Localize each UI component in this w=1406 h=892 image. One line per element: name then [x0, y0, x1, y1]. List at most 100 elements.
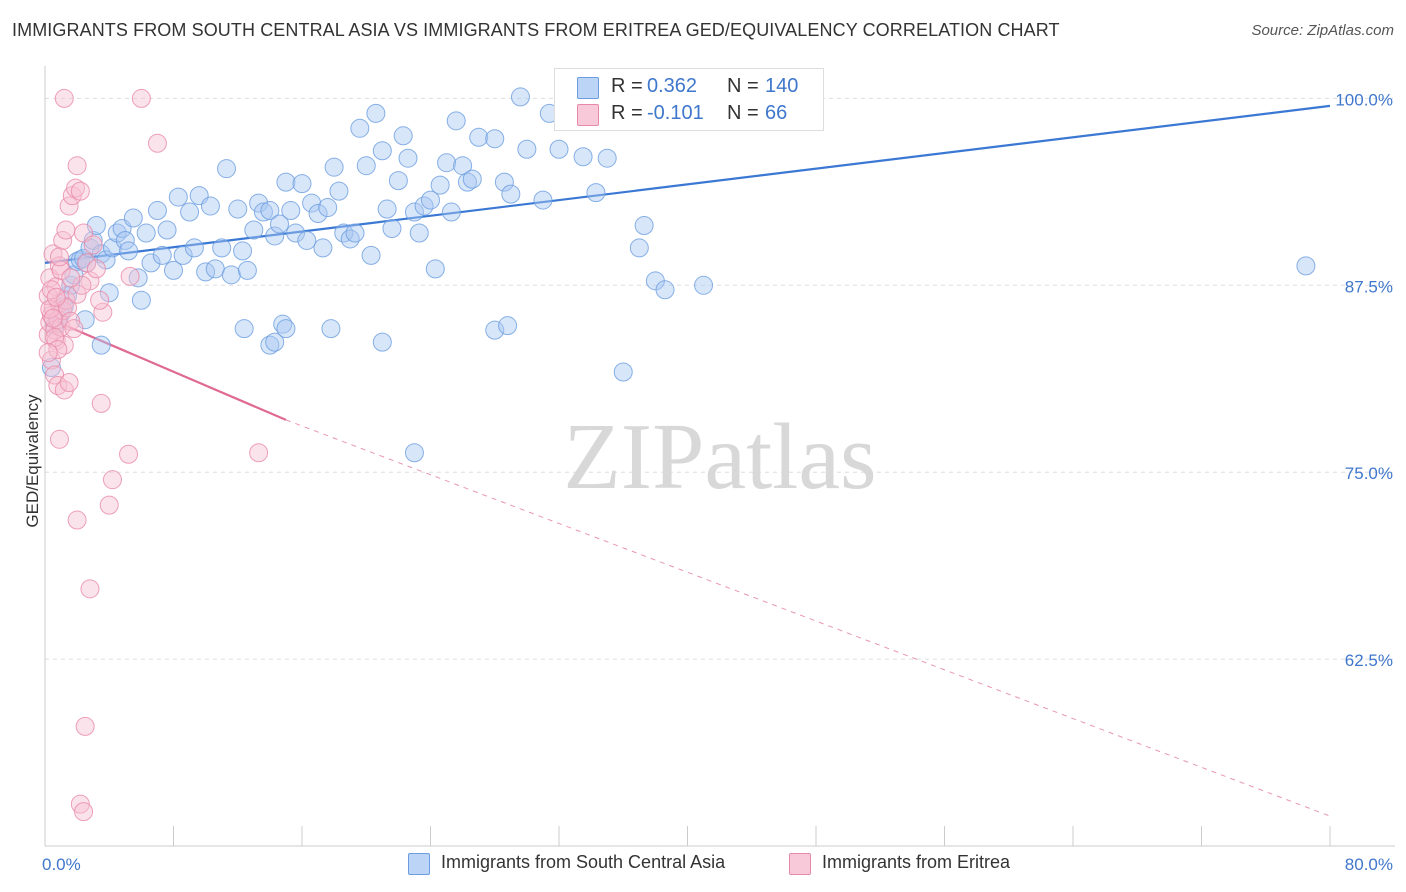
point-south-central-asia: [253, 202, 273, 222]
point-south-central-asia: [388, 171, 408, 191]
y-tick-label: 87.5%: [1345, 277, 1393, 296]
point-south-central-asia: [498, 316, 518, 336]
y-tick-label: 75.0%: [1345, 464, 1393, 483]
legend-swatch-blue: [577, 77, 599, 99]
point-eritrea: [61, 268, 81, 288]
point-south-central-asia: [549, 139, 569, 159]
point-south-central-asia: [276, 319, 296, 339]
point-south-central-asia: [361, 245, 381, 265]
point-eritrea: [86, 259, 106, 279]
point-eritrea: [70, 181, 90, 201]
point-eritrea: [43, 308, 63, 328]
point-south-central-asia: [393, 126, 413, 146]
point-eritrea: [64, 319, 84, 339]
point-south-central-asia: [366, 103, 386, 123]
point-south-central-asia: [131, 290, 151, 310]
point-south-central-asia: [425, 259, 445, 279]
source-label: Source: ZipAtlas.com: [1251, 22, 1394, 39]
point-eritrea: [90, 290, 110, 310]
point-eritrea: [59, 372, 79, 392]
point-south-central-asia: [437, 153, 457, 173]
point-south-central-asia: [469, 127, 489, 147]
point-south-central-asia: [260, 201, 280, 221]
point-south-central-asia: [634, 215, 654, 235]
point-south-central-asia: [173, 245, 193, 265]
trend-line-eritrea-extension: [285, 419, 1331, 817]
chart-title: IMMIGRANTS FROM SOUTH CENTRAL ASIA VS IM…: [12, 20, 1060, 40]
y-tick-label: 100.0%: [1335, 90, 1393, 109]
point-south-central-asia: [276, 172, 296, 192]
point-south-central-asia: [212, 238, 232, 258]
point-eritrea: [119, 444, 139, 464]
point-south-central-asia: [281, 201, 301, 221]
legend-n-label: N =: [727, 102, 759, 124]
point-south-central-asia: [115, 230, 135, 250]
point-south-central-asia: [597, 148, 617, 168]
point-south-central-asia: [494, 172, 514, 192]
legend-r-label: R =: [611, 75, 643, 97]
point-south-central-asia: [409, 223, 429, 243]
point-eritrea: [53, 230, 73, 250]
point-eritrea: [49, 247, 69, 267]
legend-r-value: -0.101: [647, 102, 704, 124]
point-south-central-asia: [157, 220, 177, 240]
point-south-central-asia: [372, 141, 392, 161]
point-south-central-asia: [233, 241, 253, 261]
point-south-central-asia: [356, 156, 376, 176]
point-eritrea: [147, 133, 167, 153]
point-south-central-asia: [308, 204, 328, 224]
point-south-central-asia: [141, 253, 161, 273]
point-south-central-asia: [404, 202, 424, 222]
point-south-central-asia: [302, 193, 322, 213]
point-south-central-asia: [613, 362, 633, 382]
point-eritrea: [77, 253, 97, 273]
point-south-central-asia: [1296, 256, 1316, 276]
point-south-central-asia: [441, 202, 461, 222]
legend-r-label: R =: [611, 102, 643, 124]
point-south-central-asia: [228, 199, 248, 219]
point-eritrea: [72, 275, 92, 295]
point-south-central-asia: [292, 174, 312, 194]
point-south-central-asia: [398, 148, 418, 168]
point-south-central-asia: [234, 319, 254, 339]
point-eritrea: [38, 343, 58, 363]
point-south-central-asia: [180, 202, 200, 222]
point-eritrea: [249, 443, 269, 463]
point-eritrea: [49, 429, 69, 449]
watermark: ZIPatlas: [563, 405, 876, 509]
legend-swatch-pink: [577, 104, 599, 126]
point-eritrea: [93, 302, 113, 322]
point-eritrea: [56, 220, 76, 240]
gridlines: [45, 97, 1395, 660]
point-eritrea: [120, 266, 140, 286]
point-south-central-asia: [586, 183, 606, 203]
point-south-central-asia: [147, 201, 167, 221]
point-south-central-asia: [313, 238, 333, 258]
point-south-central-asia: [501, 184, 521, 204]
point-south-central-asia: [329, 181, 349, 201]
point-south-central-asia: [430, 175, 450, 195]
point-south-central-asia: [136, 223, 156, 243]
point-south-central-asia: [152, 245, 172, 265]
point-south-central-asia: [184, 238, 204, 258]
point-south-central-asia: [404, 443, 424, 463]
point-south-central-asia: [629, 238, 649, 258]
x-tick-label: 80.0%: [1345, 855, 1393, 874]
point-south-central-asia: [99, 283, 119, 303]
point-south-central-asia: [244, 220, 264, 240]
point-south-central-asia: [217, 159, 237, 179]
point-south-central-asia: [382, 218, 402, 238]
point-south-central-asia: [168, 187, 188, 207]
point-eritrea: [74, 802, 94, 822]
trend-line-eritrea: [44, 315, 287, 421]
legend-label: Immigrants from South Central Asia: [441, 852, 726, 872]
legend-label: Immigrants from Eritrea: [822, 852, 1011, 872]
point-eritrea: [83, 235, 103, 255]
y-tick-label: 62.5%: [1345, 651, 1393, 670]
point-south-central-asia: [446, 111, 466, 131]
x-tick-label: 0.0%: [42, 855, 81, 874]
point-south-central-asia: [265, 332, 285, 352]
legend-swatch-blue: [408, 853, 430, 875]
point-eritrea: [91, 393, 111, 413]
point-south-central-asia: [270, 214, 290, 234]
